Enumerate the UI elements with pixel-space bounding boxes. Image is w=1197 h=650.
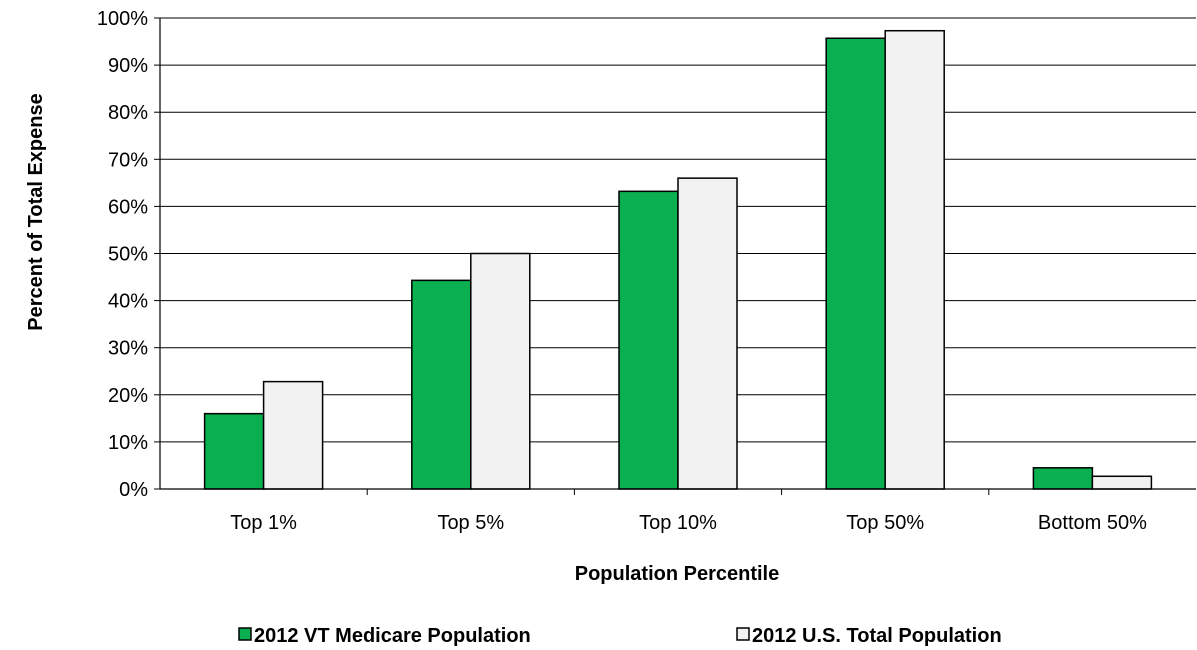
- x-tick-label: Top 5%: [437, 512, 504, 534]
- x-tick-label: Top 10%: [639, 512, 717, 534]
- y-tick-label: 100%: [97, 8, 148, 30]
- legend: 2012 VT Medicare Population 2012 U.S. To…: [238, 625, 1002, 647]
- bar-vt-medicare-3: [825, 37, 886, 490]
- legend-item-us-total: 2012 U.S. Total Population: [736, 625, 1002, 647]
- x-axis-title: Population Percentile: [575, 563, 779, 585]
- bar-us-total-0: [262, 380, 324, 490]
- y-tick-label: 50%: [108, 244, 148, 266]
- y-tick-label: 80%: [108, 102, 148, 124]
- bar-vt-medicare-1: [411, 279, 472, 490]
- bars: [203, 29, 1153, 490]
- y-tick-label: 40%: [108, 291, 148, 313]
- bar-us-total-3: [884, 29, 945, 490]
- y-tick-label: 70%: [108, 149, 148, 171]
- bar-us-total-2: [677, 177, 738, 490]
- x-tick-labels: Top 1% Top 5% Top 10% Top 50% Bottom 50%: [230, 512, 1147, 534]
- bar-vt-medicare-0: [203, 412, 265, 490]
- legend-swatch-vt-medicare: [238, 627, 252, 641]
- y-tick-label: 0%: [119, 479, 148, 501]
- y-tick-labels: 0% 10% 20% 30% 40% 50% 60% 70% 80% 90% 100%: [97, 8, 148, 501]
- bar-vt-medicare-2: [618, 190, 679, 490]
- y-tick-label: 20%: [108, 385, 148, 407]
- bar-us-total-1: [470, 252, 531, 490]
- x-tick-label: Top 1%: [230, 512, 297, 534]
- y-tick-label: 30%: [108, 338, 148, 360]
- y-axis-title: Percent of Total Expense: [25, 93, 47, 330]
- legend-label-vt-medicare: 2012 VT Medicare Population: [254, 625, 531, 647]
- x-tick-label: Bottom 50%: [1038, 512, 1147, 534]
- bar-vt-medicare-4: [1032, 467, 1094, 490]
- legend-label-us-total: 2012 U.S. Total Population: [752, 625, 1002, 647]
- legend-item-vt-medicare: 2012 VT Medicare Population: [238, 625, 531, 647]
- bar-us-total-4: [1091, 475, 1153, 490]
- legend-swatch-us-total: [736, 627, 750, 641]
- x-tick-label: Top 50%: [846, 512, 924, 534]
- y-tick-label: 10%: [108, 432, 148, 454]
- y-tick-label: 90%: [108, 55, 148, 77]
- y-tick-label: 60%: [108, 196, 148, 218]
- axes: [159, 18, 1196, 495]
